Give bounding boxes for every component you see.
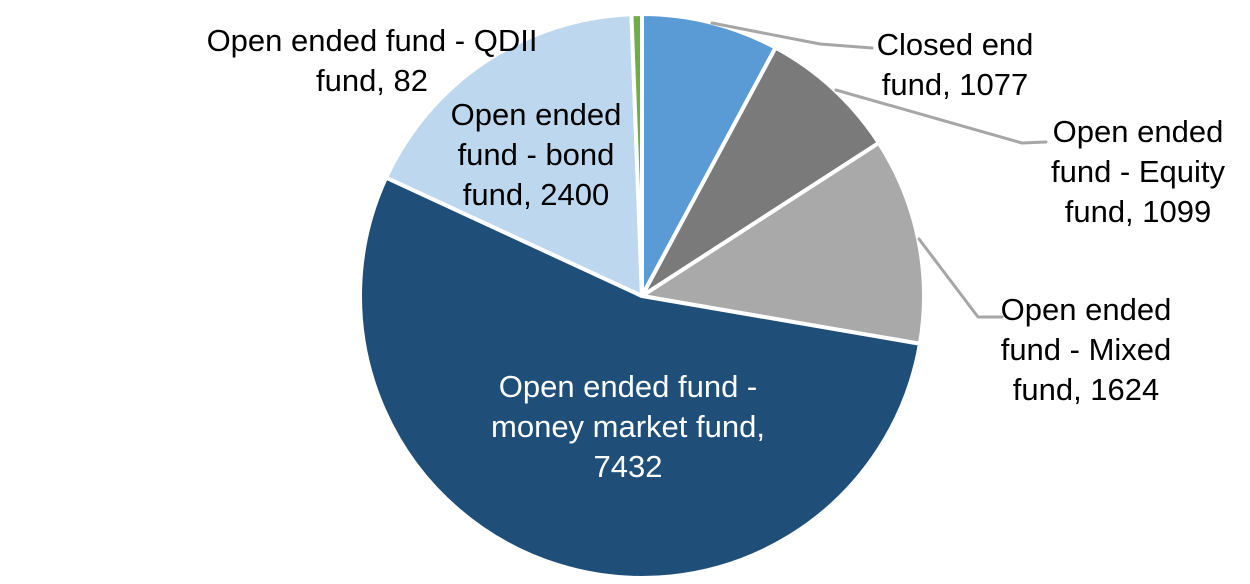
data-label-open-ended-qdii-fund: Open ended fund - QDII fund, 82 (207, 21, 538, 101)
pie-slice-open-ended-qdii-fund (629, 12, 644, 298)
data-label-closed-end-fund: Closed end fund, 1077 (877, 25, 1034, 105)
data-label-line: fund, 2400 (462, 177, 610, 212)
data-label-open-ended-bond-fund: Open ended fund - bond fund, 2400 (451, 95, 622, 215)
pie-slice-open-ended-equity-fund (640, 45, 881, 298)
data-label-line: fund, 82 (315, 63, 429, 98)
leader-line-open-ended-equity-fund (834, 88, 1048, 145)
pie-slice-open-ended-bond-fund (384, 12, 644, 298)
data-label-line: fund - Mixed (1000, 332, 1172, 367)
leader-line-closed-end-fund (710, 21, 874, 50)
data-label-line: fund - bond (457, 137, 615, 172)
data-label-line: fund, 1099 (1064, 194, 1212, 229)
data-label-line: fund - Equity (1050, 154, 1226, 189)
data-label-line: Open ended fund - (498, 369, 758, 404)
data-label-line: Closed end (876, 27, 1034, 62)
leader-line-open-ended-mixed-fund (917, 237, 1004, 319)
data-label-line: Open ended fund - QDII (206, 23, 538, 58)
data-label-line: fund, 1624 (1012, 372, 1160, 407)
data-label-line: Open ended (1000, 292, 1172, 327)
pie-slice-open-ended-money-market-fund (358, 175, 922, 580)
data-label-open-ended-equity-fund: Open ended fund - Equity fund, 1099 (1051, 112, 1225, 232)
data-label-line: money market fund, (491, 409, 765, 444)
data-label-line: Open ended (1052, 114, 1224, 149)
data-label-line: 7432 (593, 449, 663, 484)
data-label-open-ended-mixed-fund: Open ended fund - Mixed fund, 1624 (1001, 290, 1172, 410)
data-label-line: Open ended (450, 97, 622, 132)
data-label-line: fund, 1077 (881, 67, 1029, 102)
data-label-open-ended-money-market-fund: Open ended fund - money market fund, 7432 (491, 367, 765, 487)
